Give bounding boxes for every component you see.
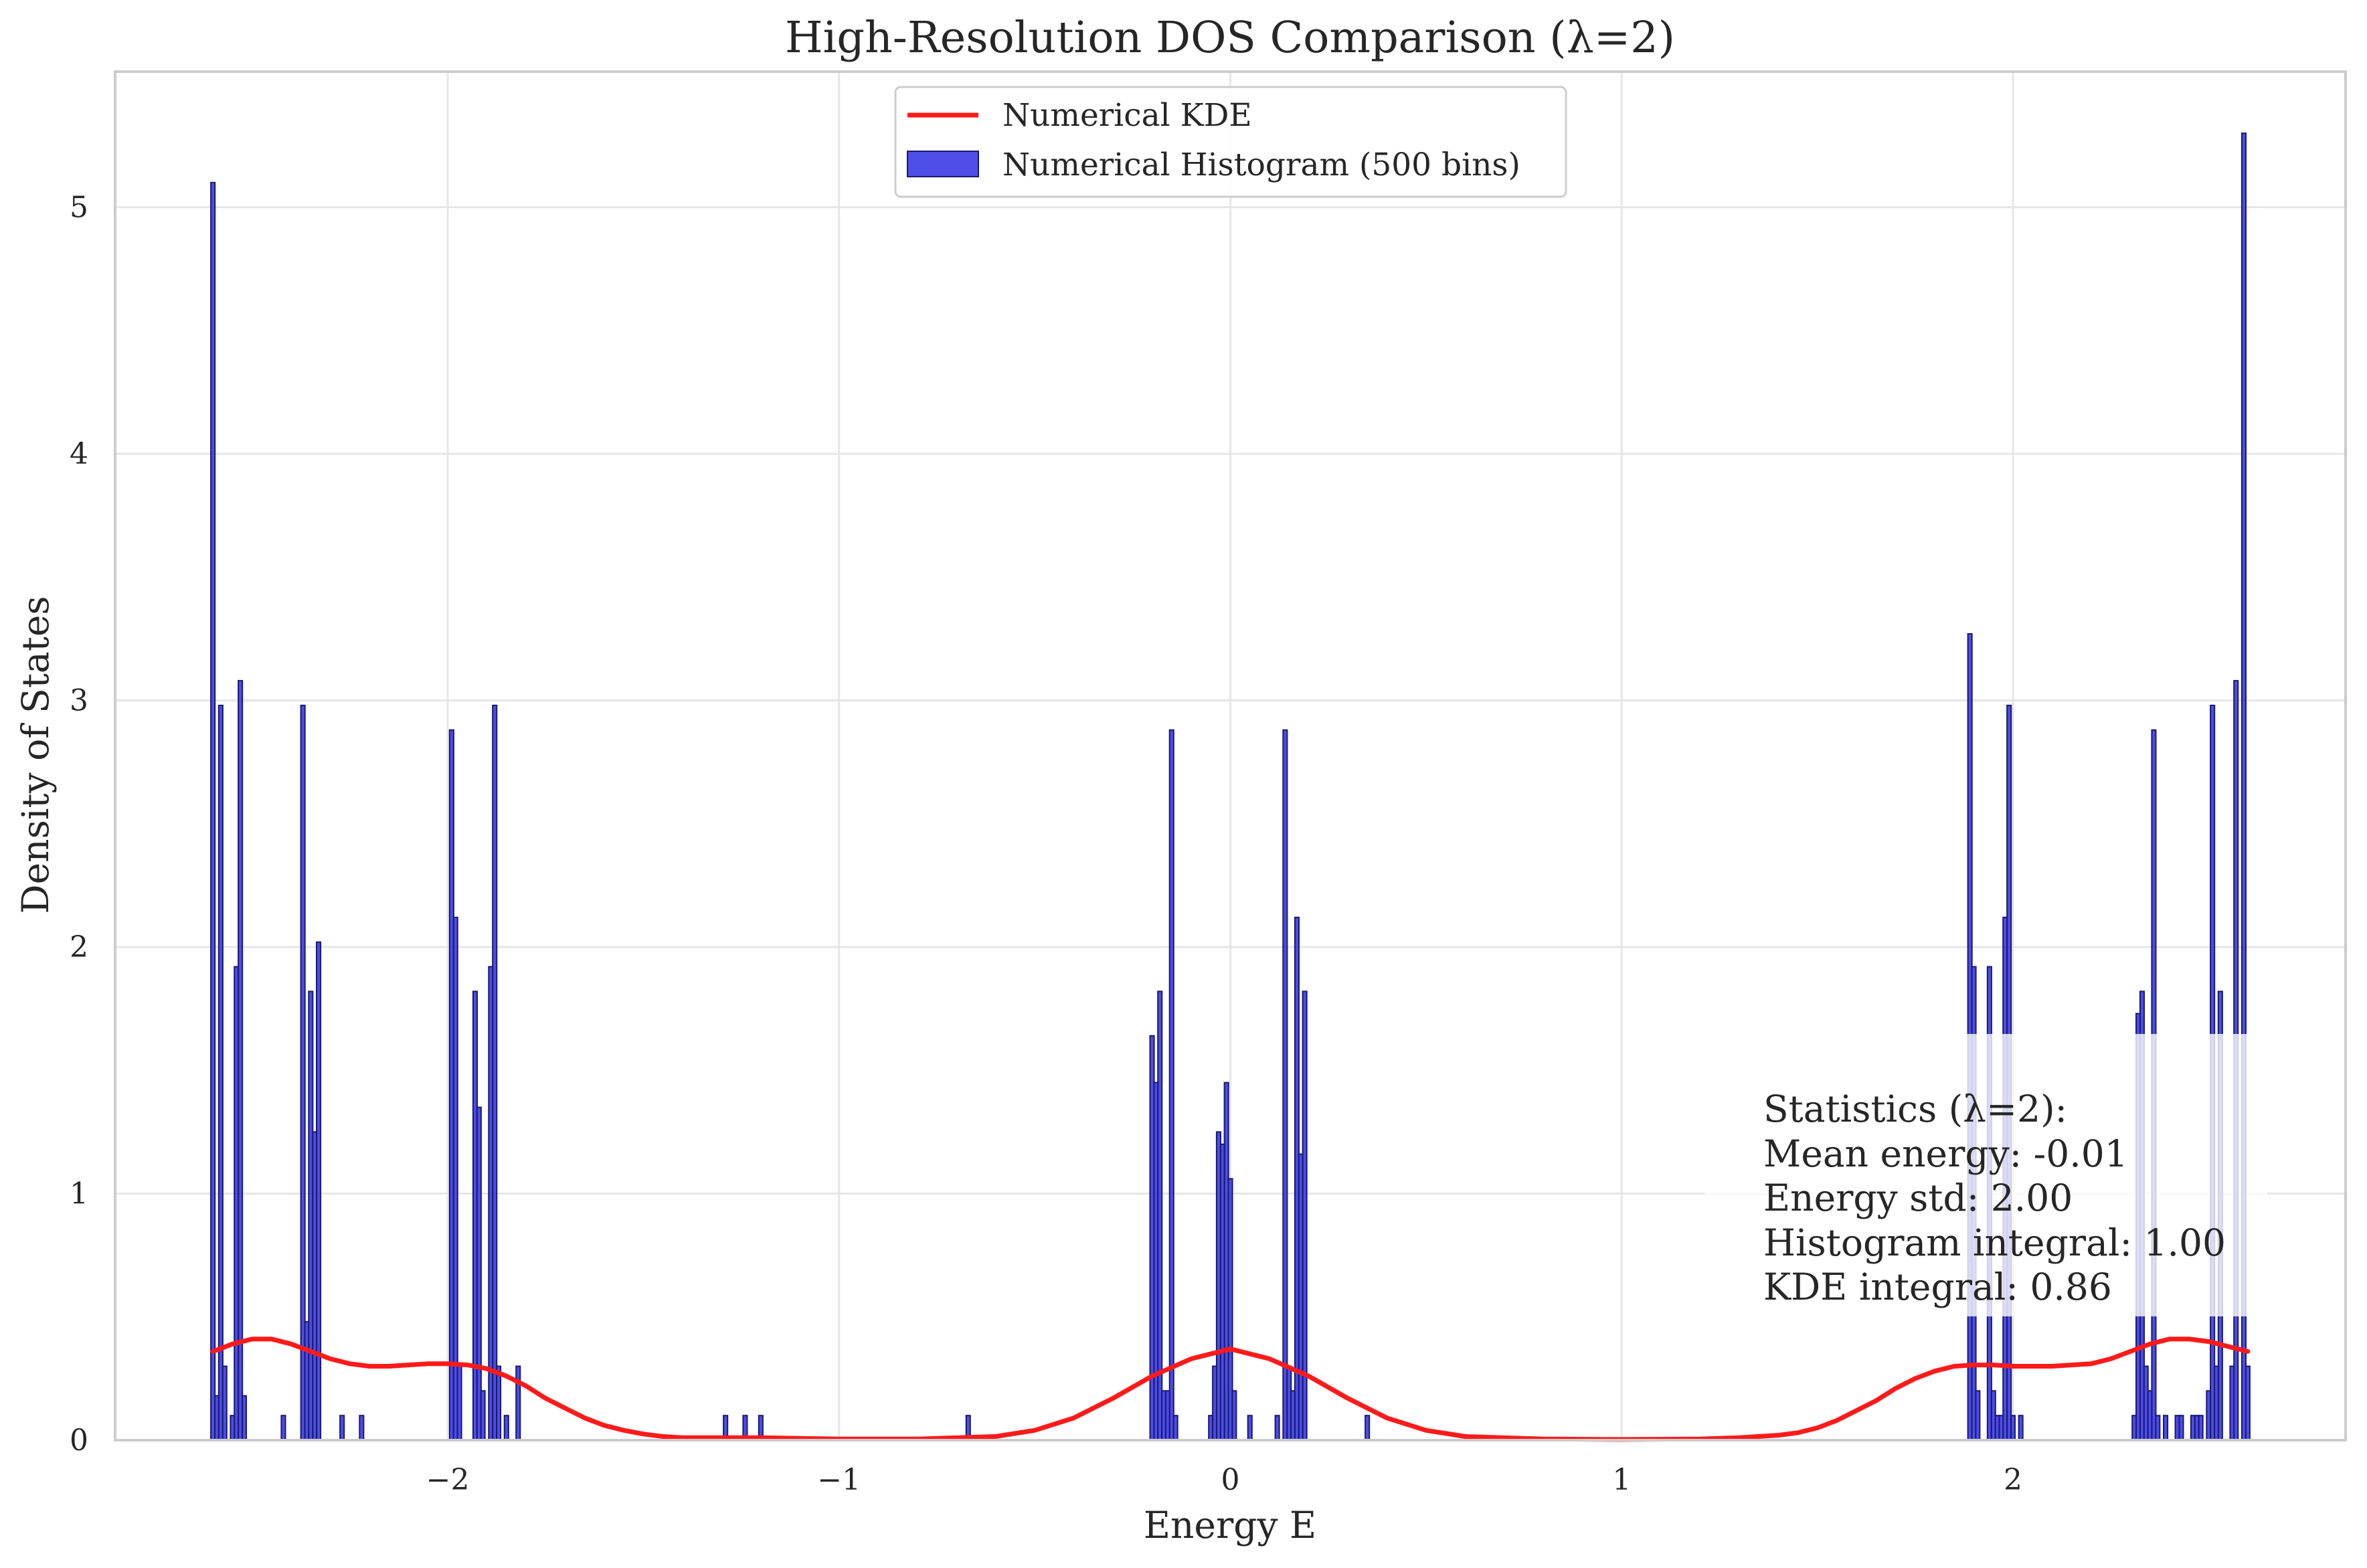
statistics-mean-energy: Mean energy: -0.01	[1763, 1132, 2128, 1175]
histogram-bar	[2010, 1415, 2016, 1441]
histogram-bar	[1168, 729, 1174, 1441]
x-tick-label: 0	[1221, 1463, 1240, 1497]
histogram-bar	[496, 1365, 502, 1441]
histogram-bar	[515, 1365, 521, 1441]
statistics-box: Statistics (λ=2): Mean energy: -0.01 Ene…	[1705, 1034, 2267, 1316]
histogram-bar	[1247, 1415, 1253, 1441]
y-tick-label: 5	[70, 191, 88, 225]
histogram-bar	[492, 705, 498, 1441]
histogram-bar	[222, 1365, 228, 1441]
histogram-bar	[456, 1365, 462, 1441]
histogram-bar	[503, 1415, 509, 1441]
y-tick-label: 2	[70, 930, 88, 964]
statistics-box-background	[1705, 1034, 2267, 1316]
statistics-histogram-integral: Histogram integral: 1.00	[1763, 1221, 2226, 1264]
histogram-bar	[1172, 1415, 1178, 1441]
legend-frame	[894, 86, 1567, 198]
histogram-bar	[1274, 1415, 1280, 1441]
legend-histogram-swatch	[907, 151, 979, 177]
x-tick-label: −1	[817, 1463, 861, 1497]
kde-line	[210, 1336, 2251, 1442]
histogram-bar	[2198, 1415, 2204, 1441]
x-tick-label: 1	[1612, 1463, 1631, 1497]
histogram-bar	[452, 916, 458, 1442]
legend-histogram-label: Numerical Histogram (500 bins)	[1002, 147, 1520, 183]
histogram-bar	[210, 181, 216, 1441]
y-tick-label: 3	[70, 684, 88, 718]
legend: Numerical KDE Numerical Histogram (500 b…	[894, 86, 1567, 198]
histogram-bar	[2178, 1415, 2184, 1441]
kde-curve-layer	[210, 1336, 2251, 1442]
y-tick-label: 1	[70, 1177, 88, 1211]
x-tick-label: 2	[2004, 1463, 2022, 1497]
x-axis-label: Energy E	[1144, 1504, 1316, 1547]
chart-title: High-Resolution DOS Comparison (λ=2)	[785, 13, 1675, 63]
statistics-title: Statistics (λ=2):	[1763, 1087, 2067, 1130]
histogram-bar	[339, 1415, 345, 1441]
histogram-bar	[359, 1415, 365, 1441]
y-axis-label: Density of States	[14, 596, 57, 914]
y-tick-label: 0	[70, 1423, 88, 1458]
histogram-bar	[316, 941, 322, 1441]
histogram-bar	[241, 1395, 247, 1441]
histogram-bar	[1365, 1415, 1371, 1441]
plot-frame	[114, 70, 2347, 1442]
x-tick-label: −2	[426, 1463, 470, 1497]
histogram-bar	[2163, 1415, 2169, 1441]
histogram-bar	[217, 705, 224, 1441]
histogram-bar	[1282, 729, 1288, 1441]
axis-ticks: −2 −1 0 1 2 0 1 2 3 4 5	[70, 191, 2022, 1497]
histogram-bar	[2018, 1415, 2024, 1441]
statistics-energy-std: Energy std: 2.00	[1763, 1177, 2073, 1219]
histogram-bar	[480, 1390, 486, 1442]
histogram-bar	[238, 680, 244, 1441]
histogram-bar	[1975, 1390, 1981, 1442]
y-tick-label: 4	[70, 437, 88, 471]
statistics-kde-integral: KDE integral: 0.86	[1763, 1266, 2112, 1308]
histogram-bar	[280, 1415, 286, 1441]
histogram-bar	[2245, 1365, 2251, 1441]
histogram-bar	[1231, 1390, 1237, 1442]
histogram-bar	[2155, 1415, 2161, 1441]
legend-kde-label: Numerical KDE	[1002, 97, 1252, 134]
